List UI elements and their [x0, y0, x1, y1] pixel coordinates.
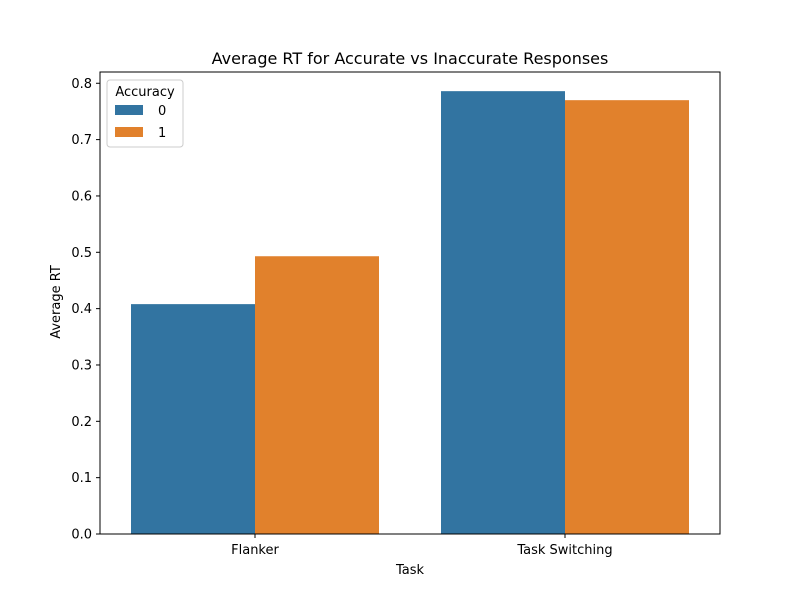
legend-label-1: 1 — [158, 126, 166, 141]
legend-title: Accuracy — [115, 85, 175, 100]
legend-label-0: 0 — [158, 104, 166, 119]
bar-flanker-accuracy-0 — [131, 304, 255, 534]
y-tick-label: 0.8 — [71, 77, 92, 92]
y-tick-label: 0.5 — [71, 246, 92, 261]
y-tick-label: 0.3 — [71, 358, 92, 373]
y-tick-label: 0.1 — [71, 471, 92, 486]
legend-swatch-0 — [115, 105, 143, 115]
x-axis-title: Task — [395, 563, 425, 578]
bar-task-switching-accuracy-1 — [565, 100, 689, 535]
plot-frame — [99, 71, 721, 535]
bar-flanker-accuracy-1 — [255, 256, 379, 534]
y-tick-label: 0.4 — [71, 302, 92, 317]
chart-title: Average RT for Accurate vs Inaccurate Re… — [212, 49, 609, 68]
x-tick-label: Task Switching — [516, 543, 612, 558]
y-tick-label: 0.6 — [71, 189, 92, 204]
x-tick-label: Flanker — [231, 543, 279, 558]
y-axis-title: Average RT — [49, 265, 64, 339]
bars-layer — [131, 91, 689, 535]
legend: Accuracy 0 1 — [106, 79, 184, 148]
x-axis: Flanker Task Switching — [231, 534, 613, 558]
y-tick-label: 0.0 — [71, 528, 92, 543]
bar-task-switching-accuracy-0 — [441, 91, 565, 534]
y-axis: 0.0 0.1 0.2 0.3 0.4 0.5 0.6 0.7 0.8 — [71, 77, 100, 543]
y-tick-label: 0.7 — [71, 133, 92, 148]
legend-swatch-1 — [115, 127, 143, 137]
y-tick-label: 0.2 — [71, 415, 92, 430]
